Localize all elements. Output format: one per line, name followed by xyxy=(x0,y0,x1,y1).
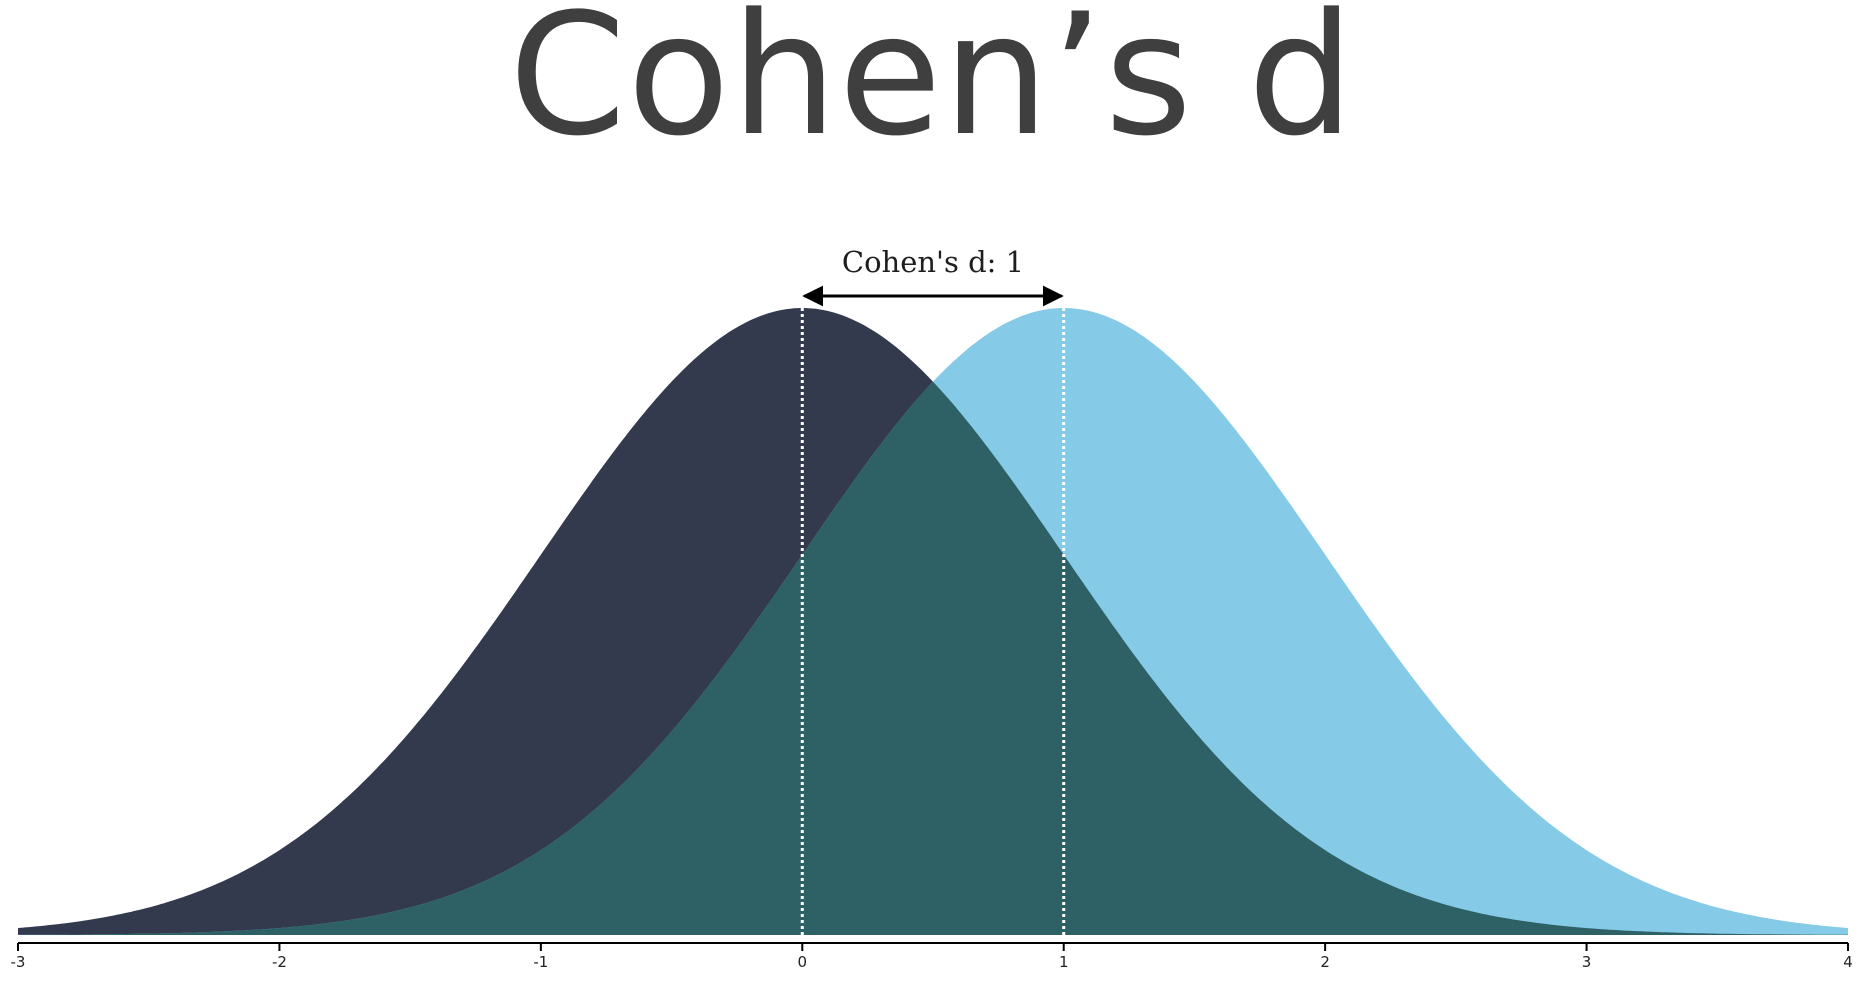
x-tick-label: 1 xyxy=(1059,953,1069,971)
x-tick-label: -3 xyxy=(11,953,26,971)
x-tick-label: -1 xyxy=(533,953,548,971)
effect-size-annotation: Cohen's d: 1 xyxy=(802,245,1064,307)
x-tick-label: 4 xyxy=(1843,953,1853,971)
x-tick-label: -2 xyxy=(272,953,287,971)
x-tick-label: 3 xyxy=(1582,953,1592,971)
overlap-area xyxy=(18,308,1848,935)
x-tick-label: 2 xyxy=(1320,953,1330,971)
x-axis: -3 -2 -1 0 1 2 3 4 xyxy=(11,942,1853,971)
x-tick-label: 0 xyxy=(798,953,808,971)
page-title: Cohen’s d xyxy=(508,0,1356,173)
effect-size-label: Cohen's d: 1 xyxy=(842,245,1024,279)
